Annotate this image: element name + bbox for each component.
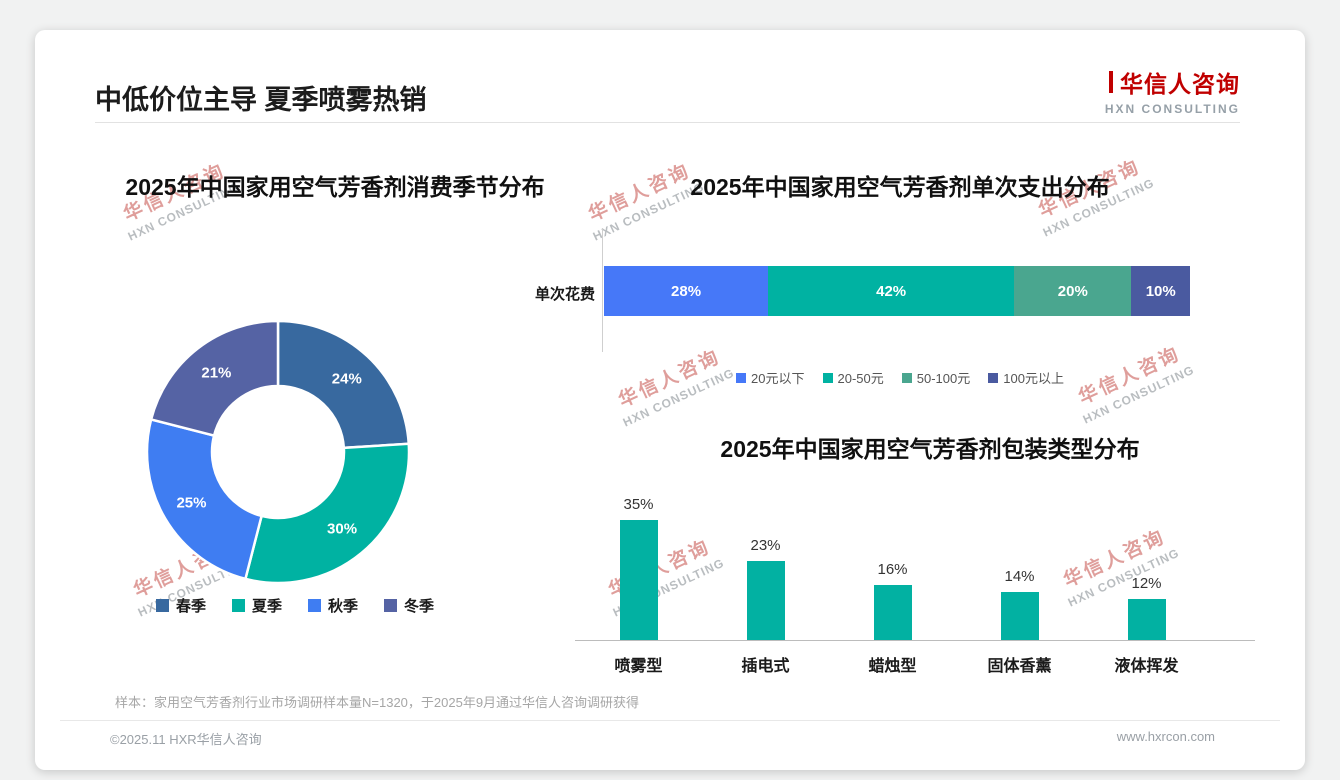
season-legend-label: 秋季 <box>328 598 359 615</box>
expenditure-legend-item: 20-50元 <box>822 368 884 387</box>
expenditure-legend-swatch <box>736 372 747 383</box>
season-legend-swatch <box>155 599 169 612</box>
packaging-bar-chart: 35% 23% 16% 14% 12% <box>575 480 1210 640</box>
footer-copyright: ©2025.11 HXR华信人咨询 <box>110 732 262 747</box>
expenditure-axis-line <box>602 228 603 352</box>
donut-value-label: 25% <box>176 494 207 512</box>
expenditure-legend: 20元以下 20-50元 50-100元 100元以上 <box>510 368 1290 387</box>
page-title: 中低价位主导 夏季喷雾热销 <box>95 85 427 115</box>
watermark-text-en: HXN CONSULTING <box>1080 362 1197 427</box>
expenditure-legend-label: 20元以下 <box>751 371 805 386</box>
donut-value-label: 30% <box>327 520 358 538</box>
expenditure-segment-20元以下: 28% <box>604 266 769 316</box>
report-card: 华信人咨询 HXN CONSULTING 华信人咨询 HXN CONSULTING 华信… <box>35 30 1305 770</box>
expenditure-legend-swatch <box>901 372 912 383</box>
footer-website: www.hxrcon.com <box>1116 729 1215 744</box>
expenditure-segment-50-100元: 20% <box>1014 266 1132 316</box>
donut-segment-冬季 <box>149 319 280 438</box>
footer-divider <box>60 720 1280 721</box>
season-chart-title: 2025年中国家用空气芳香剂消费季节分布 <box>125 174 545 200</box>
packaging-bar-插电式 <box>746 561 785 640</box>
packaging-value-label: 35% <box>623 495 654 513</box>
header-divider <box>95 122 1240 123</box>
expenditure-stacked-bar: 28% 42% 20% 10% <box>604 266 1190 316</box>
packaging-value-label: 23% <box>750 537 781 555</box>
sample-note: 样本：家用空气芳香剂行业市场调研样本量N=1320，于2025年9月通过华信人咨… <box>115 695 640 710</box>
expenditure-segment-20-50元: 42% <box>768 266 1015 316</box>
packaging-category-label: 喷雾型 <box>614 658 663 675</box>
packaging-bar-液体挥发 <box>1127 598 1166 640</box>
donut-value-label: 21% <box>201 364 232 382</box>
expenditure-legend-swatch <box>988 372 999 383</box>
season-donut-chart: 24% 30% 25% 21% <box>142 316 414 588</box>
packaging-bar-slot: 16% <box>829 480 956 640</box>
packaging-value-label: 14% <box>1004 567 1035 585</box>
packaging-bar-slot: 14% <box>956 480 1083 640</box>
packaging-bar-slot: 23% <box>702 480 829 640</box>
packaging-bar-slot: 12% <box>1083 480 1210 640</box>
brand-logo: 华信人咨询 HXN CONSULTING <box>1105 65 1240 116</box>
logo-mark <box>1109 71 1113 93</box>
expenditure-legend-item: 20元以下 <box>736 368 805 387</box>
season-legend-item: 秋季 <box>308 595 358 616</box>
expenditure-legend-label: 20-50元 <box>837 371 884 386</box>
logo-text-en: HXN CONSULTING <box>1104 102 1240 116</box>
donut-value-label: 24% <box>331 370 362 388</box>
packaging-value-label: 16% <box>877 561 908 579</box>
packaging-bar-slot: 35% <box>575 480 702 640</box>
logo-text-cn: 华信人咨询 <box>1120 71 1240 97</box>
donut-segment-春季 <box>276 319 411 450</box>
expenditure-legend-item: 50-100元 <box>901 368 971 387</box>
packaging-chart-title: 2025年中国家用空气芳香剂包装类型分布 <box>720 436 1140 462</box>
donut-segment-夏季 <box>243 442 411 585</box>
packaging-category-label: 插电式 <box>741 658 790 675</box>
expenditure-segment-100元以上: 10% <box>1131 266 1190 316</box>
expenditure-chart-title: 2025年中国家用空气芳香剂单次支出分布 <box>690 174 1110 200</box>
packaging-bar-蜡烛型 <box>873 585 912 640</box>
season-legend-swatch <box>384 599 398 612</box>
packaging-category-label: 蜡烛型 <box>868 658 917 675</box>
packaging-value-label: 12% <box>1131 574 1162 592</box>
expenditure-legend-item: 100元以上 <box>988 368 1064 387</box>
expenditure-legend-swatch <box>822 372 833 383</box>
packaging-bar-固体香薰 <box>1000 591 1039 640</box>
packaging-bar-喷雾型 <box>619 519 658 640</box>
season-legend-item: 春季 <box>155 595 206 616</box>
donut-svg <box>145 319 411 585</box>
expenditure-legend-label: 50-100元 <box>916 371 971 386</box>
season-legend-label: 冬季 <box>404 598 435 615</box>
season-legend-label: 春季 <box>175 598 206 615</box>
packaging-category-label: 固体香薰 <box>987 658 1052 675</box>
season-legend-item: 夏季 <box>231 595 282 616</box>
logo-row: 华信人咨询 <box>1105 65 1240 99</box>
season-legend-swatch <box>231 599 245 612</box>
donut-segment-秋季 <box>145 417 264 581</box>
expenditure-legend-label: 100元以上 <box>1003 371 1064 386</box>
season-legend-swatch <box>308 599 321 612</box>
expenditure-row-label: 单次花费 <box>534 286 595 303</box>
packaging-category-labels: 喷雾型 插电式 蜡烛型 固体香薰 液体挥发 <box>575 652 1210 676</box>
packaging-axis-line <box>575 640 1255 641</box>
season-legend-label: 夏季 <box>251 598 282 615</box>
season-legend-item: 冬季 <box>384 595 434 616</box>
packaging-category-label: 液体挥发 <box>1114 658 1179 675</box>
season-legend: 春季 夏季 秋季 冬季 <box>35 595 555 616</box>
